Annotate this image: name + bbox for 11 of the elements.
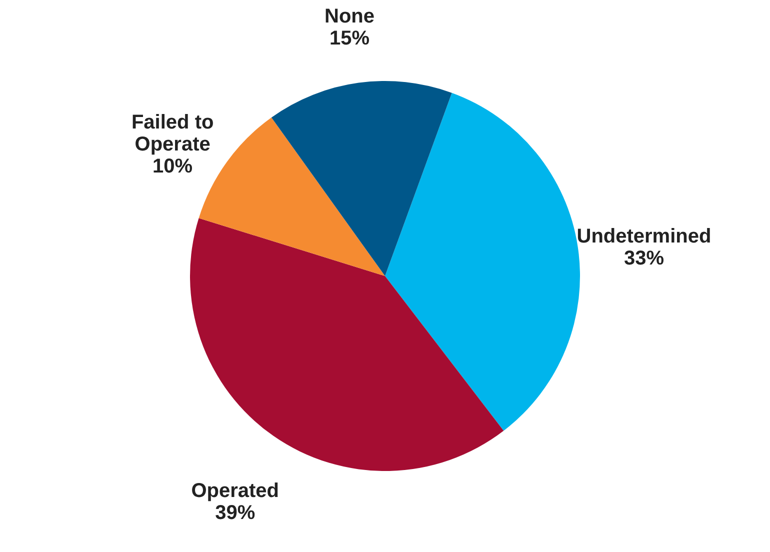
data-label: 33% — [624, 247, 664, 270]
slice-label: Undetermined — [576, 225, 712, 248]
slice-label: None — [324, 5, 375, 28]
pie-slice — [385, 92, 580, 431]
slice-label: Operated — [191, 480, 280, 502]
data-label: 10% — [152, 156, 193, 178]
pie-slice — [271, 81, 452, 276]
data-label: 39% — [215, 502, 256, 524]
data-label: 15% — [330, 27, 370, 50]
slice-label: Failed to Operate — [131, 112, 214, 156]
pie-slice — [190, 218, 504, 471]
